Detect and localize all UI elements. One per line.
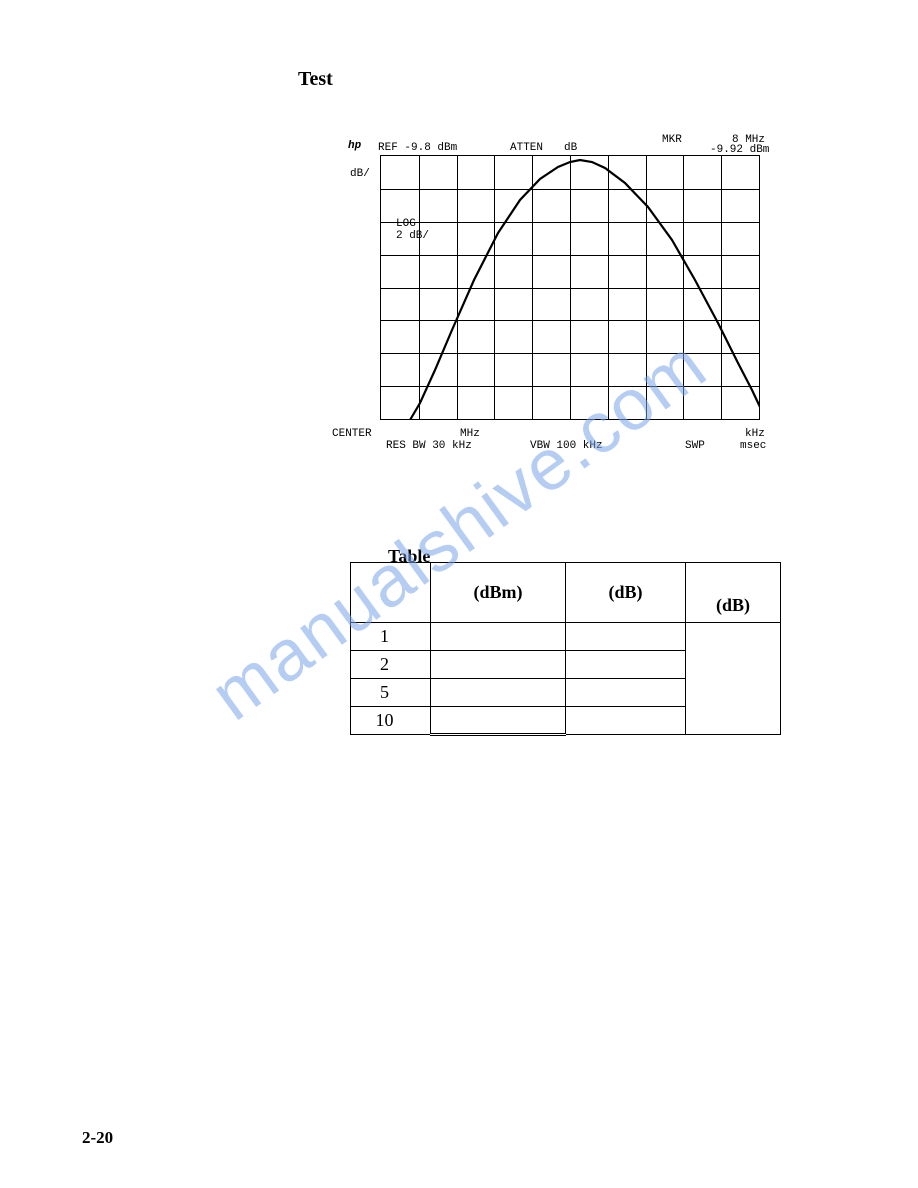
table-row-index: 1 — [351, 623, 431, 651]
table-row-index: 5 — [351, 679, 431, 707]
table-header-row: (dBm) (dB) (dB) — [351, 563, 781, 623]
chart-center-label: CENTER — [332, 428, 372, 440]
table-header-db2: (dB) — [686, 563, 781, 623]
table-cell-merged — [686, 623, 781, 735]
chart-khz-label: kHz — [745, 428, 765, 440]
chart-ref-label: REF -9.8 dBm — [378, 142, 457, 154]
table-cell — [566, 623, 686, 651]
chart-mhz-bot-label: MHz — [460, 428, 480, 440]
chart-atten-label: ATTEN — [510, 142, 543, 154]
table-cell — [566, 707, 686, 735]
chart-hp-logo: hp — [348, 140, 361, 152]
table-cell — [431, 623, 566, 651]
page-number: 2-20 — [82, 1128, 113, 1148]
table-cell — [431, 707, 566, 735]
table-row: 1 — [351, 623, 781, 651]
table-cell — [566, 651, 686, 679]
table-header-blank — [351, 563, 431, 623]
chart-msec-label: msec — [740, 440, 766, 452]
chart-mkr-label: MKR — [662, 134, 682, 146]
chart-vbw-label: VBW 100 kHz — [530, 440, 603, 452]
chart-grid — [380, 155, 760, 420]
chart-db-left-label: dB/ — [350, 168, 370, 180]
page-title: Test — [298, 68, 333, 91]
data-table: (dBm) (dB) (dB) 1 2 5 10 — [350, 562, 781, 736]
table-header-dbm: (dBm) — [431, 563, 566, 623]
spectrum-chart: hp REF -9.8 dBm ATTEN dB MKR 8 MHz -9.92… — [320, 130, 790, 460]
chart-db-top-label: dB — [564, 142, 577, 154]
table-row-index: 10 — [351, 707, 431, 735]
table-cell — [431, 651, 566, 679]
chart-resbw-label: RES BW 30 kHz — [386, 440, 472, 452]
table-cell — [566, 679, 686, 707]
table-cell — [431, 679, 566, 707]
table-header-db1: (dB) — [566, 563, 686, 623]
table-row-index: 2 — [351, 651, 431, 679]
chart-swp-label: SWP — [685, 440, 705, 452]
